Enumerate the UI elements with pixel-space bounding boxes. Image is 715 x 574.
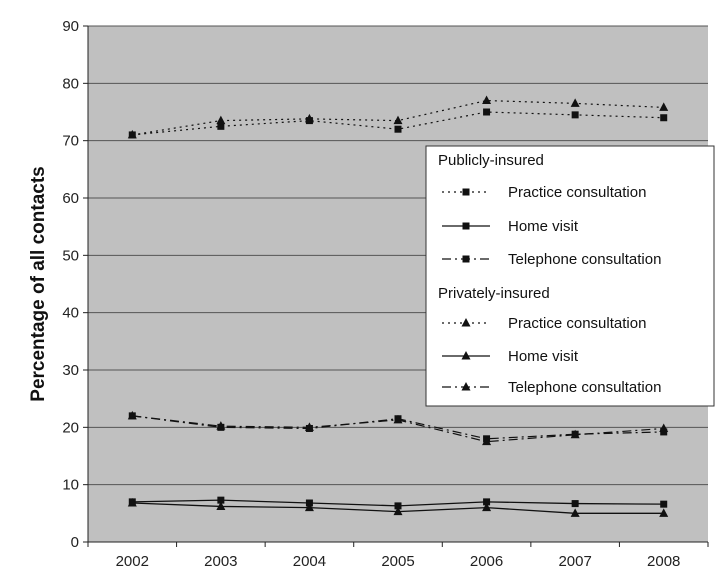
data-point xyxy=(393,414,403,424)
legend-label: Practice consultation xyxy=(508,184,646,201)
x-tick-label: 2002 xyxy=(116,553,149,570)
x-tick-label: 2007 xyxy=(558,553,591,570)
series-3 xyxy=(127,95,669,139)
legend-label: Home visit xyxy=(508,348,579,365)
y-tick-label: 30 xyxy=(62,362,79,379)
y-axis-ticks: 0 10 20 30 40 50 60 70 80 90 xyxy=(62,18,89,551)
x-tick-label: 2003 xyxy=(204,553,237,570)
legend-entry: Telephone consultation xyxy=(442,379,661,396)
y-axis-label: Percentage of all contacts xyxy=(28,166,49,401)
legend-label: Practice consultation xyxy=(508,315,646,332)
data-point xyxy=(482,502,492,512)
legend-marker xyxy=(461,351,471,360)
data-point xyxy=(217,496,225,504)
data-point xyxy=(394,125,402,133)
data-point xyxy=(393,115,403,125)
legend-rows: Practice consultation Home visit Telephone… xyxy=(442,184,661,396)
legend-entry: Telephone consultation xyxy=(442,251,661,268)
x-tick-label: 2008 xyxy=(647,553,680,570)
y-tick-label: 50 xyxy=(62,247,79,264)
data-point xyxy=(216,501,226,510)
legend-label: Home visit xyxy=(508,218,579,235)
data-point xyxy=(571,500,579,508)
data-point xyxy=(660,114,668,122)
legend-entry: Home visit xyxy=(442,348,579,365)
series-lines xyxy=(127,95,669,517)
legend: Publicly-insured Practice consultation Ho… xyxy=(425,145,715,407)
legend-box xyxy=(425,145,715,407)
data-point xyxy=(483,498,491,506)
data-point xyxy=(304,502,314,512)
y-tick-label: 90 xyxy=(62,18,79,35)
data-point xyxy=(660,500,668,508)
y-tick-label: 70 xyxy=(62,133,79,150)
data-point xyxy=(216,421,226,430)
y-tick-label: 10 xyxy=(62,477,79,494)
x-tick-label: 2005 xyxy=(381,553,414,570)
data-point xyxy=(127,498,137,507)
data-point xyxy=(570,508,580,517)
data-point xyxy=(394,502,402,510)
data-point xyxy=(659,102,669,111)
data-point xyxy=(482,436,492,446)
series-4 xyxy=(127,498,669,517)
data-point xyxy=(217,122,225,130)
y-tick-label: 60 xyxy=(62,190,79,207)
legend-label: Telephone consultation xyxy=(508,251,661,268)
legend-marker xyxy=(461,318,471,327)
data-point xyxy=(570,98,580,107)
legend-group-private: Privately-insured xyxy=(438,285,550,302)
legend-marker xyxy=(462,188,470,196)
data-point xyxy=(304,113,314,123)
data-point xyxy=(482,95,492,105)
data-point xyxy=(571,111,579,119)
data-point xyxy=(659,508,669,517)
legend-marker xyxy=(462,255,470,263)
data-point xyxy=(304,422,314,431)
legend-entry: Home visit xyxy=(442,218,579,235)
data-point xyxy=(483,108,491,116)
x-tick-label: 2004 xyxy=(293,553,326,570)
legend-entry: Practice consultation xyxy=(442,315,646,332)
legend-marker xyxy=(462,222,470,230)
x-tick-label: 2006 xyxy=(470,553,503,570)
y-tick-label: 20 xyxy=(62,419,79,436)
data-point xyxy=(216,115,226,125)
y-tick-label: 0 xyxy=(71,534,79,551)
data-point xyxy=(393,506,403,516)
legend-label: Telephone consultation xyxy=(508,379,661,396)
data-point xyxy=(127,410,137,420)
legend-group-public: Publicly-insured xyxy=(438,152,544,169)
legend-entry: Practice consultation xyxy=(442,184,646,201)
legend-marker xyxy=(461,382,471,391)
x-axis-ticks: 2002 2003 2004 2005 2006 2007 2008 xyxy=(87,541,709,570)
data-point xyxy=(659,423,669,432)
y-tick-label: 80 xyxy=(62,75,79,92)
y-tick-label: 40 xyxy=(62,305,79,322)
data-point xyxy=(127,129,137,139)
data-point xyxy=(570,429,580,439)
series-5 xyxy=(127,410,669,446)
